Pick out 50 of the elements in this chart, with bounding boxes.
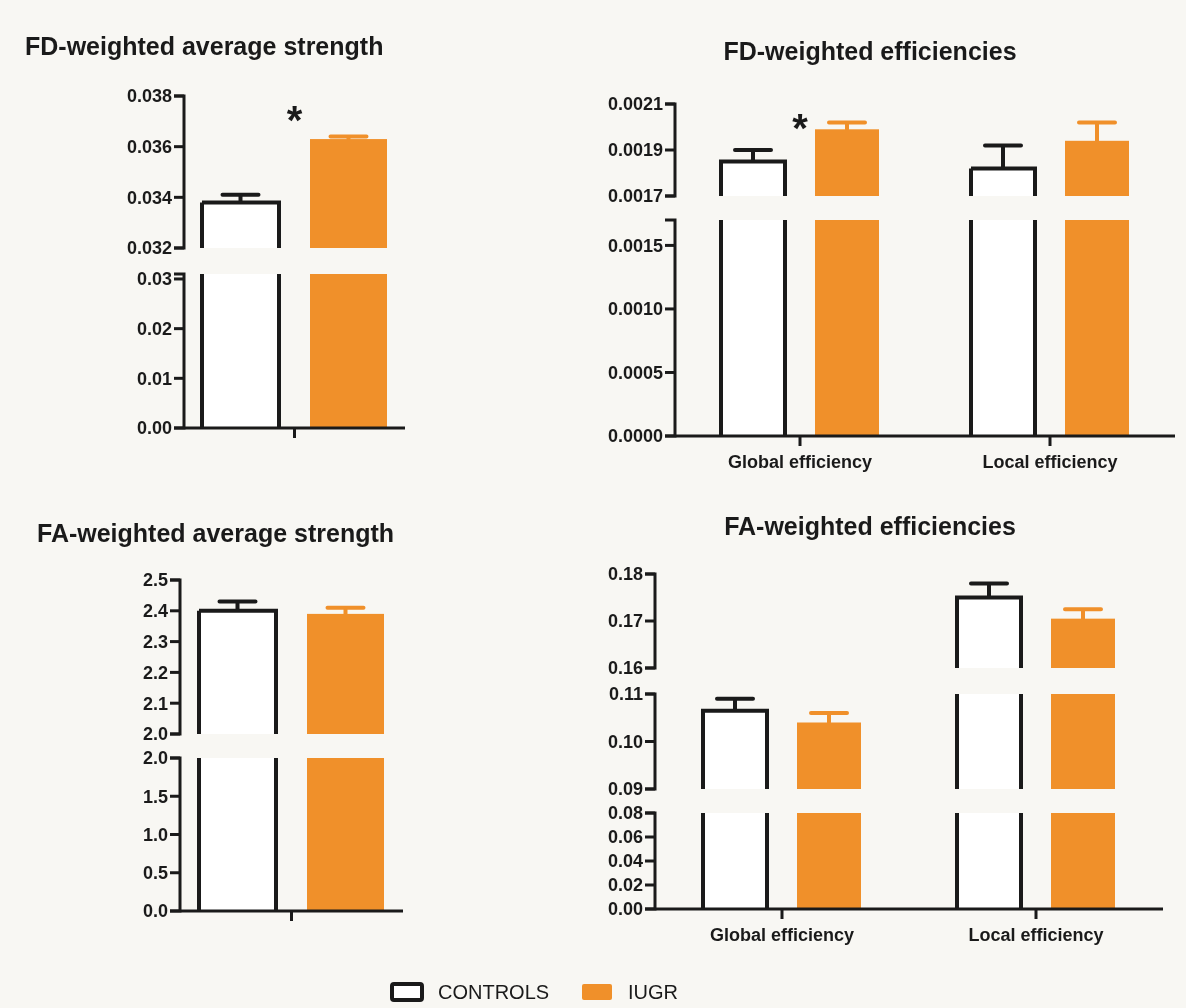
x-tick-label: Local efficiency: [968, 925, 1104, 945]
y-tick-label: 0.02: [136, 318, 172, 339]
y-tick-label: 2.0: [142, 724, 168, 745]
annotation: *: [792, 106, 809, 150]
y-tick-label: 0.038: [126, 86, 172, 107]
y-tick-label: 0.034: [126, 187, 172, 208]
y-tick-label: 0.0010: [607, 299, 663, 320]
y-tick-label: 0.17: [607, 611, 643, 632]
y-tick-label: 2.5: [142, 570, 168, 591]
y-tick-label: 0.0021: [607, 94, 663, 115]
y-tick-label: 0.0005: [607, 362, 663, 383]
chart-title: FA-weighted efficiencies: [724, 512, 1016, 540]
y-tick-label: 0.09: [607, 779, 643, 800]
y-tick-label: 0.00: [607, 899, 643, 920]
y-tick-label: 0.0017: [607, 186, 663, 207]
y-tick-label: 1.5: [142, 786, 168, 807]
y-tick-label: 2.4: [142, 601, 168, 622]
chart-title: FD-weighted efficiencies: [723, 37, 1017, 65]
y-tick-label: 0.04: [607, 851, 643, 872]
y-tick-label: 2.1: [142, 693, 168, 714]
x-tick-label: Global efficiency: [727, 452, 873, 472]
y-tick-label: 0.02: [607, 875, 643, 896]
y-tick-label: 0.16: [607, 658, 643, 679]
y-tick-label: 0.0: [142, 901, 168, 922]
y-tick-label: 0.01: [136, 368, 172, 389]
y-tick-label: 0.08: [607, 803, 643, 824]
annotation: *: [286, 98, 303, 142]
y-tick-label: 0.00: [136, 418, 172, 439]
y-tick-label: 0.5: [142, 863, 168, 884]
y-tick-label: 0.0000: [607, 426, 663, 447]
y-tick-label: 2.3: [142, 631, 168, 652]
y-tick-label: 0.036: [126, 136, 172, 157]
y-tick-label: 0.06: [607, 827, 643, 848]
y-tick-label: 0.18: [607, 564, 643, 585]
y-tick-label: 0.11: [608, 684, 643, 705]
x-tick-label: Global efficiency: [709, 925, 855, 945]
y-tick-label: 0.0015: [607, 235, 663, 256]
y-tick-label: 1.0: [142, 824, 168, 845]
y-tick-label: 0.03: [136, 269, 172, 290]
chart-title: FA-weighted average strength: [37, 519, 395, 547]
legend-label: IUGR: [628, 981, 678, 1003]
y-tick-label: 0.032: [126, 238, 172, 259]
bar: [1051, 694, 1115, 789]
y-tick-label: 2.0: [142, 748, 168, 769]
y-tick-label: 2.2: [142, 662, 168, 683]
x-tick-label: Local efficiency: [982, 452, 1118, 472]
legend-label: CONTROLS: [438, 981, 550, 1003]
chart-title: FD-weighted average strength: [25, 32, 384, 60]
y-tick-label: 0.10: [607, 731, 643, 752]
y-tick-label: 0.0019: [607, 140, 663, 161]
